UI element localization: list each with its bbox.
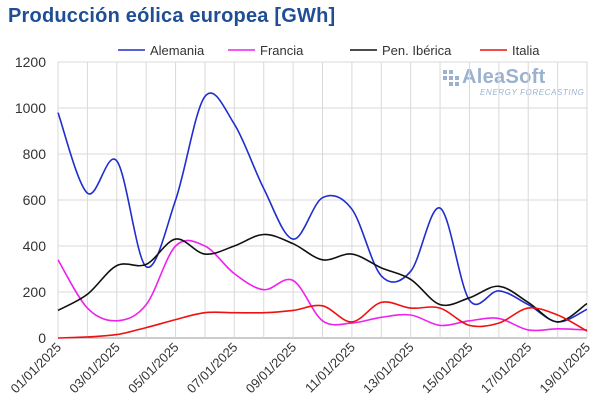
legend-label-pen-iberica: Pen. Ibérica bbox=[382, 43, 452, 58]
aleasoft-logo-icon bbox=[443, 70, 459, 86]
legend-label-alemania: Alemania bbox=[150, 43, 205, 58]
x-tick-label: 11/01/2025 bbox=[302, 340, 358, 396]
series-line-italia bbox=[57, 301, 588, 339]
y-tick-label: 400 bbox=[23, 238, 47, 254]
x-tick-label: 01/01/2025 bbox=[7, 340, 64, 397]
y-tick-label: 1000 bbox=[15, 100, 46, 116]
x-axis-ticks: 01/01/2025 03/01/2025 05/01/2025 07/01/2025… bbox=[7, 340, 593, 397]
y-tick-label: 0 bbox=[38, 330, 46, 346]
watermark-logo: AleaSoft ENERGY FORECASTING bbox=[440, 66, 584, 100]
logo-name: AleaSoft bbox=[462, 66, 546, 88]
series-line-pen-iberica bbox=[57, 233, 588, 323]
y-tick-label: 1200 bbox=[15, 54, 46, 70]
logo-tagline: ENERGY FORECASTING bbox=[480, 88, 585, 97]
x-tick-label: 19/01/2025 bbox=[536, 340, 593, 397]
legend-label-italia: Italia bbox=[512, 43, 540, 58]
legend-label-francia: Francia bbox=[260, 43, 304, 58]
y-axis-ticks: 0 200 400 600 800 1000 1200 bbox=[15, 54, 46, 346]
x-tick-label: 15/01/2025 bbox=[419, 340, 476, 397]
series-line-alemania bbox=[57, 92, 588, 323]
grid-lines bbox=[57, 61, 588, 339]
y-tick-label: 200 bbox=[23, 284, 47, 300]
series-line-francia bbox=[57, 239, 588, 332]
y-tick-label: 600 bbox=[23, 192, 47, 208]
series-lines bbox=[57, 92, 588, 339]
y-tick-label: 800 bbox=[23, 146, 47, 162]
legend: Alemania Francia Pen. Ibérica Italia bbox=[118, 43, 540, 58]
x-tick-label: 17/01/2025 bbox=[478, 340, 535, 397]
x-tick-label: 13/01/2025 bbox=[360, 340, 417, 397]
x-tick-label: 09/01/2025 bbox=[243, 340, 300, 397]
chart-title: Producción eólica europea [GWh] bbox=[8, 5, 336, 27]
x-tick-label: 07/01/2025 bbox=[184, 340, 241, 397]
x-tick-label: 03/01/2025 bbox=[66, 340, 123, 397]
x-tick-label: 05/01/2025 bbox=[125, 340, 182, 397]
